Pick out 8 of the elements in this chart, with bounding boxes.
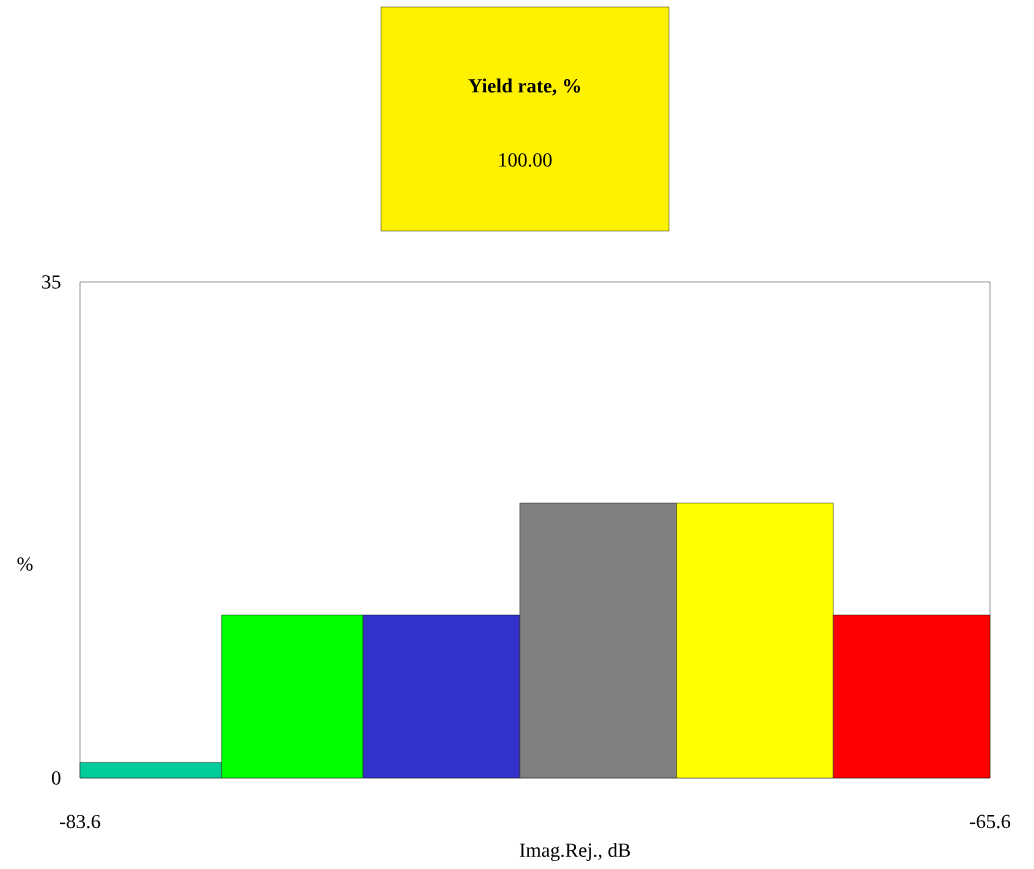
x-tick-label: -83.6 (59, 814, 101, 829)
y-tick-label: 35 (42, 275, 61, 289)
text: Yield rate, % (468, 78, 581, 96)
y-tick-label: 0 (51, 771, 61, 785)
y-axis-title: % (17, 557, 33, 571)
x-axis-title: Imag.Rej., dB (519, 842, 630, 862)
x-tick-label: -65.6 (969, 814, 1011, 829)
text: 100.00 (499, 153, 552, 167)
